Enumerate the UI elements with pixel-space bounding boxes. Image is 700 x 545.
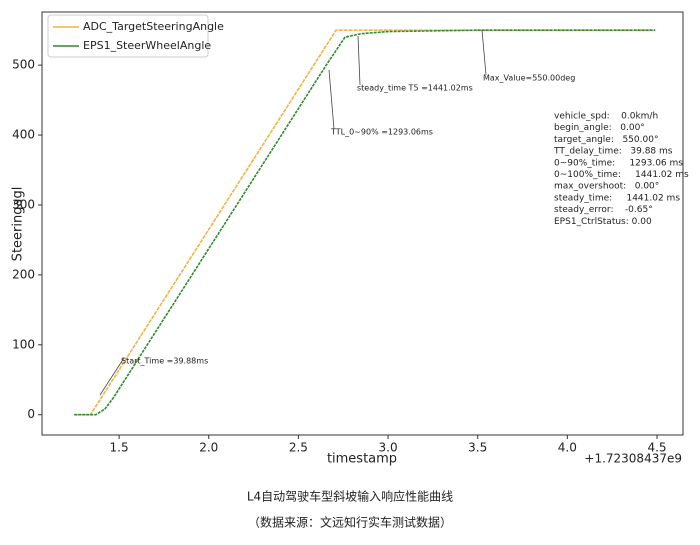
annotation: Start_Time =39.88ms [121,357,208,366]
y-tick-label: 0 [27,407,35,421]
annotation-arrow [481,29,487,76]
annotation-arrow [328,69,335,130]
y-tick-label: 400 [12,128,35,142]
y-tick-label: 100 [12,337,35,351]
annotation-arrow [357,35,361,86]
x-tick-label: 3.5 [468,441,487,455]
source: （数据来源：文远知行实车测试数据） [248,515,452,530]
stat-line: begin_angle: 0.00° [554,123,645,133]
legend-label: ADC_TargetSteeringAngle [83,20,224,33]
x-tick-label: 2.5 [289,441,308,455]
y-tick-label: 500 [12,58,35,72]
y-tick-label: 300 [12,197,35,211]
legend-label: EPS1_SteerWheelAngle [83,39,211,52]
series-line [74,29,656,416]
x-offset-label: +1.72308437e9 [584,452,682,466]
stat-line: EPS1_CtrlStatus: 0.00 [554,217,652,227]
x-tick-label: 4.5 [647,441,666,455]
x-tick-label: 2.0 [199,441,218,455]
caption: L4自动驾驶车型斜坡输入响应性能曲线 [247,489,453,504]
x-tick-label: 1.5 [110,441,129,455]
y-tick-label: 200 [12,267,35,281]
stat-line: 0~90%_time: 1293.06 ms [554,158,683,168]
stat-line: vehicle_spd: 0.0km/h [554,112,658,122]
annotation: Max_Value=550.00deg [483,74,575,83]
y-axis-label: Steeringagl [11,187,26,262]
stat-line: 0~100%_time: 1441.02 ms [554,170,689,180]
stat-line: steady_error: -0.65° [554,205,653,215]
legend-box [47,14,209,58]
stat-line: steady_time: 1441.02 ms [554,193,680,203]
stat-line: target_angle: 550.00° [554,135,658,145]
annotation: steady_time T5 =1441.02ms [357,84,473,93]
annotation: TTL_0~90% =1293.06ms [330,128,433,137]
stat-line: TT_delay_time: 39.88 ms [553,147,673,157]
x-tick-label: 3.0 [379,441,398,455]
x-tick-label: 4.0 [558,441,577,455]
x-axis-label: timestamp [327,452,397,467]
stat-line: max_overshoot: 0.00° [554,182,659,192]
plot-frame [41,11,684,436]
annotation-arrow [99,357,125,396]
